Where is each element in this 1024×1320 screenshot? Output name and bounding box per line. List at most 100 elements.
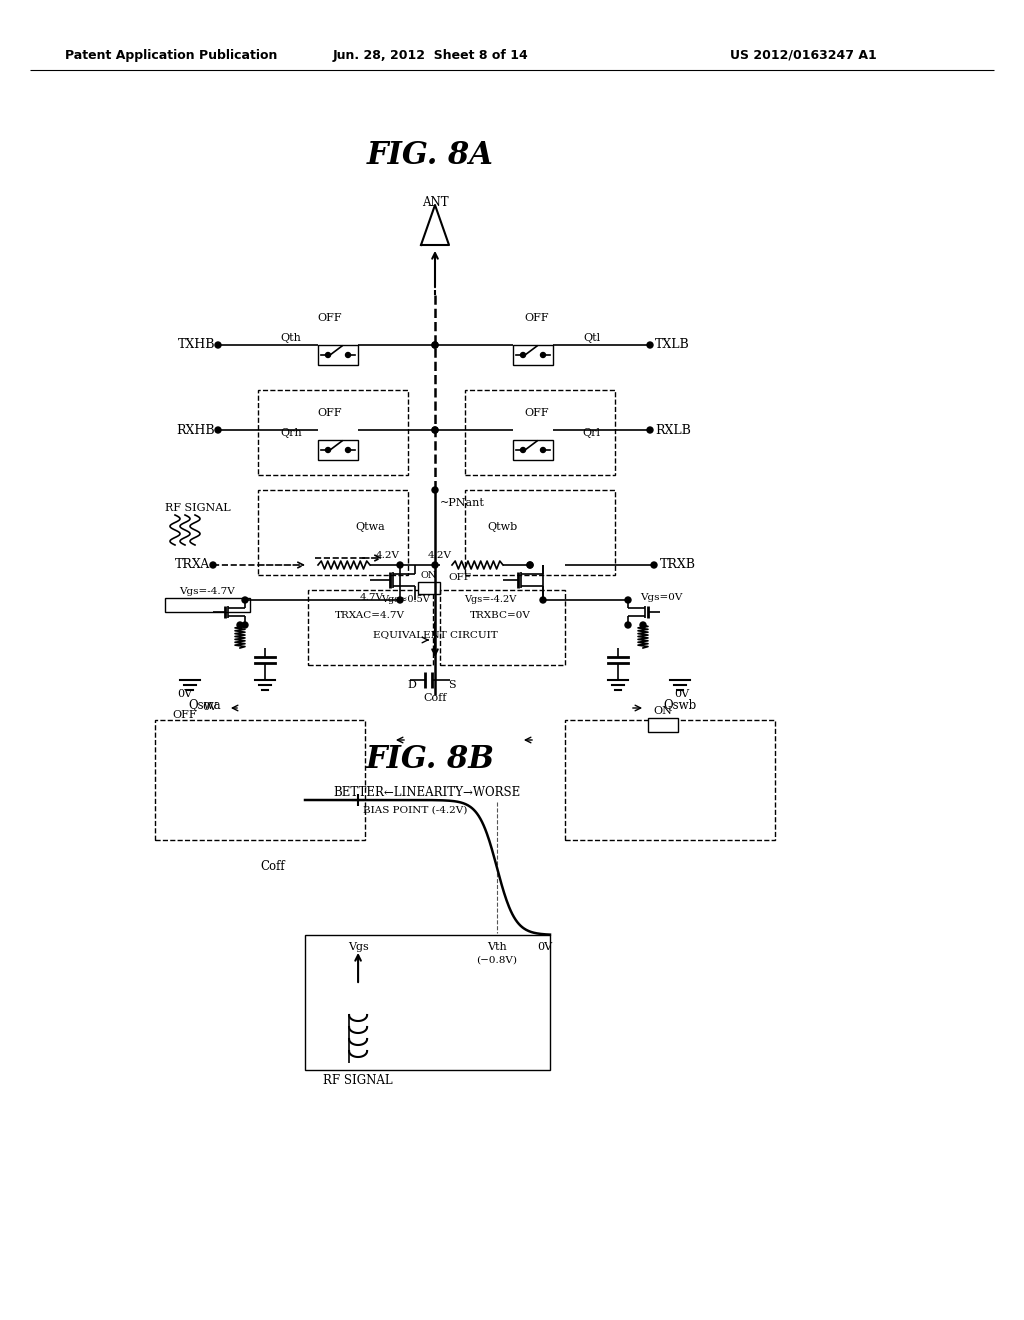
Text: OFF: OFF (524, 313, 549, 323)
Text: ON: ON (653, 706, 673, 715)
Circle shape (397, 597, 403, 603)
Bar (318, 440, 358, 459)
Text: 4.2V: 4.2V (376, 550, 400, 560)
Circle shape (237, 622, 243, 628)
Text: ANT: ANT (422, 197, 449, 210)
Circle shape (397, 562, 403, 568)
Text: Jun. 28, 2012  Sheet 8 of 14: Jun. 28, 2012 Sheet 8 of 14 (332, 49, 528, 62)
Text: TRXBC=0V: TRXBC=0V (470, 610, 530, 619)
Text: RXLB: RXLB (655, 424, 691, 437)
Circle shape (326, 447, 331, 453)
Bar (418, 582, 440, 594)
Text: Vgs=-4.7V: Vgs=-4.7V (179, 586, 234, 595)
Bar (465, 389, 615, 475)
Circle shape (432, 562, 438, 568)
Text: Qtwb: Qtwb (486, 521, 517, 532)
Text: D: D (408, 680, 417, 690)
Bar (648, 718, 678, 733)
Bar (440, 590, 565, 665)
Circle shape (520, 352, 525, 358)
Text: FIG. 8B: FIG. 8B (366, 744, 495, 776)
Circle shape (345, 447, 350, 453)
Circle shape (625, 597, 631, 603)
Circle shape (210, 562, 216, 568)
Bar (155, 719, 365, 840)
Text: TRXAC=4.7V: TRXAC=4.7V (335, 610, 406, 619)
Text: 0V: 0V (675, 689, 689, 700)
Circle shape (242, 597, 248, 603)
Circle shape (432, 342, 438, 348)
Text: RF SIGNAL: RF SIGNAL (324, 1074, 393, 1088)
Text: S: S (449, 680, 456, 690)
Circle shape (520, 447, 525, 453)
Bar (513, 345, 553, 366)
Text: Vth: Vth (487, 942, 507, 952)
Text: BIAS POINT (-4.2V): BIAS POINT (-4.2V) (364, 805, 468, 814)
Text: 0V: 0V (177, 689, 193, 700)
Bar (513, 440, 553, 459)
Text: Vgs=0V: Vgs=0V (640, 594, 682, 602)
Text: Vgs≈0.5V: Vgs≈0.5V (381, 595, 429, 605)
Circle shape (540, 597, 546, 603)
Circle shape (345, 352, 350, 358)
Circle shape (432, 342, 438, 348)
Text: ON: ON (421, 572, 437, 581)
Bar (318, 345, 358, 366)
Text: TXHB: TXHB (177, 338, 215, 351)
Text: RXHB: RXHB (176, 424, 215, 437)
Circle shape (625, 622, 631, 628)
Bar (305, 935, 550, 1071)
Text: OFF: OFF (173, 710, 198, 719)
Text: OFF: OFF (317, 408, 342, 418)
Text: Qswb: Qswb (664, 698, 696, 711)
Circle shape (640, 622, 646, 628)
Circle shape (215, 426, 221, 433)
Text: Patent Application Publication: Patent Application Publication (65, 49, 278, 62)
Text: RF SIGNAL: RF SIGNAL (165, 503, 230, 513)
Text: 4.7V: 4.7V (360, 593, 384, 602)
Bar (258, 389, 408, 475)
Text: Qth: Qth (280, 333, 301, 343)
Text: OFF: OFF (449, 573, 471, 582)
Circle shape (432, 426, 438, 433)
Text: TRXA: TRXA (175, 558, 210, 572)
Bar (165, 598, 250, 612)
Text: ~PNant: ~PNant (440, 498, 485, 508)
Text: Qtl: Qtl (583, 333, 600, 343)
Bar (258, 490, 408, 576)
Bar (465, 490, 615, 576)
Text: BETTER←LINEARITY→WORSE: BETTER←LINEARITY→WORSE (334, 787, 520, 800)
Circle shape (647, 342, 653, 348)
Text: Qrh: Qrh (280, 428, 302, 438)
Text: OFF: OFF (524, 408, 549, 418)
Text: 0V: 0V (203, 702, 217, 711)
Text: TXLB: TXLB (655, 338, 690, 351)
Text: Qswa: Qswa (188, 698, 221, 711)
Circle shape (326, 352, 331, 358)
Text: TRXB: TRXB (660, 558, 696, 572)
Text: Coff: Coff (423, 693, 446, 704)
Text: Vgs=-4.2V: Vgs=-4.2V (464, 595, 516, 605)
Text: 0V: 0V (538, 942, 553, 952)
Circle shape (215, 342, 221, 348)
Text: (−0.8V): (−0.8V) (476, 956, 517, 965)
Text: FIG. 8A: FIG. 8A (367, 140, 494, 170)
Circle shape (432, 487, 438, 492)
Circle shape (651, 562, 657, 568)
Text: Qtwa: Qtwa (355, 521, 385, 532)
Circle shape (432, 426, 438, 433)
Circle shape (541, 447, 546, 453)
Bar (308, 590, 433, 665)
Text: Qrl: Qrl (582, 428, 600, 438)
Circle shape (647, 426, 653, 433)
Circle shape (242, 622, 248, 628)
Circle shape (527, 562, 534, 568)
Text: 4.2V: 4.2V (428, 550, 452, 560)
Text: EQUIVALENT CIRCUIT: EQUIVALENT CIRCUIT (373, 631, 498, 639)
Text: US 2012/0163247 A1: US 2012/0163247 A1 (730, 49, 877, 62)
Circle shape (541, 352, 546, 358)
Text: OFF: OFF (317, 313, 342, 323)
Bar (565, 719, 775, 840)
Circle shape (527, 562, 534, 568)
Text: Vgs: Vgs (348, 942, 369, 952)
